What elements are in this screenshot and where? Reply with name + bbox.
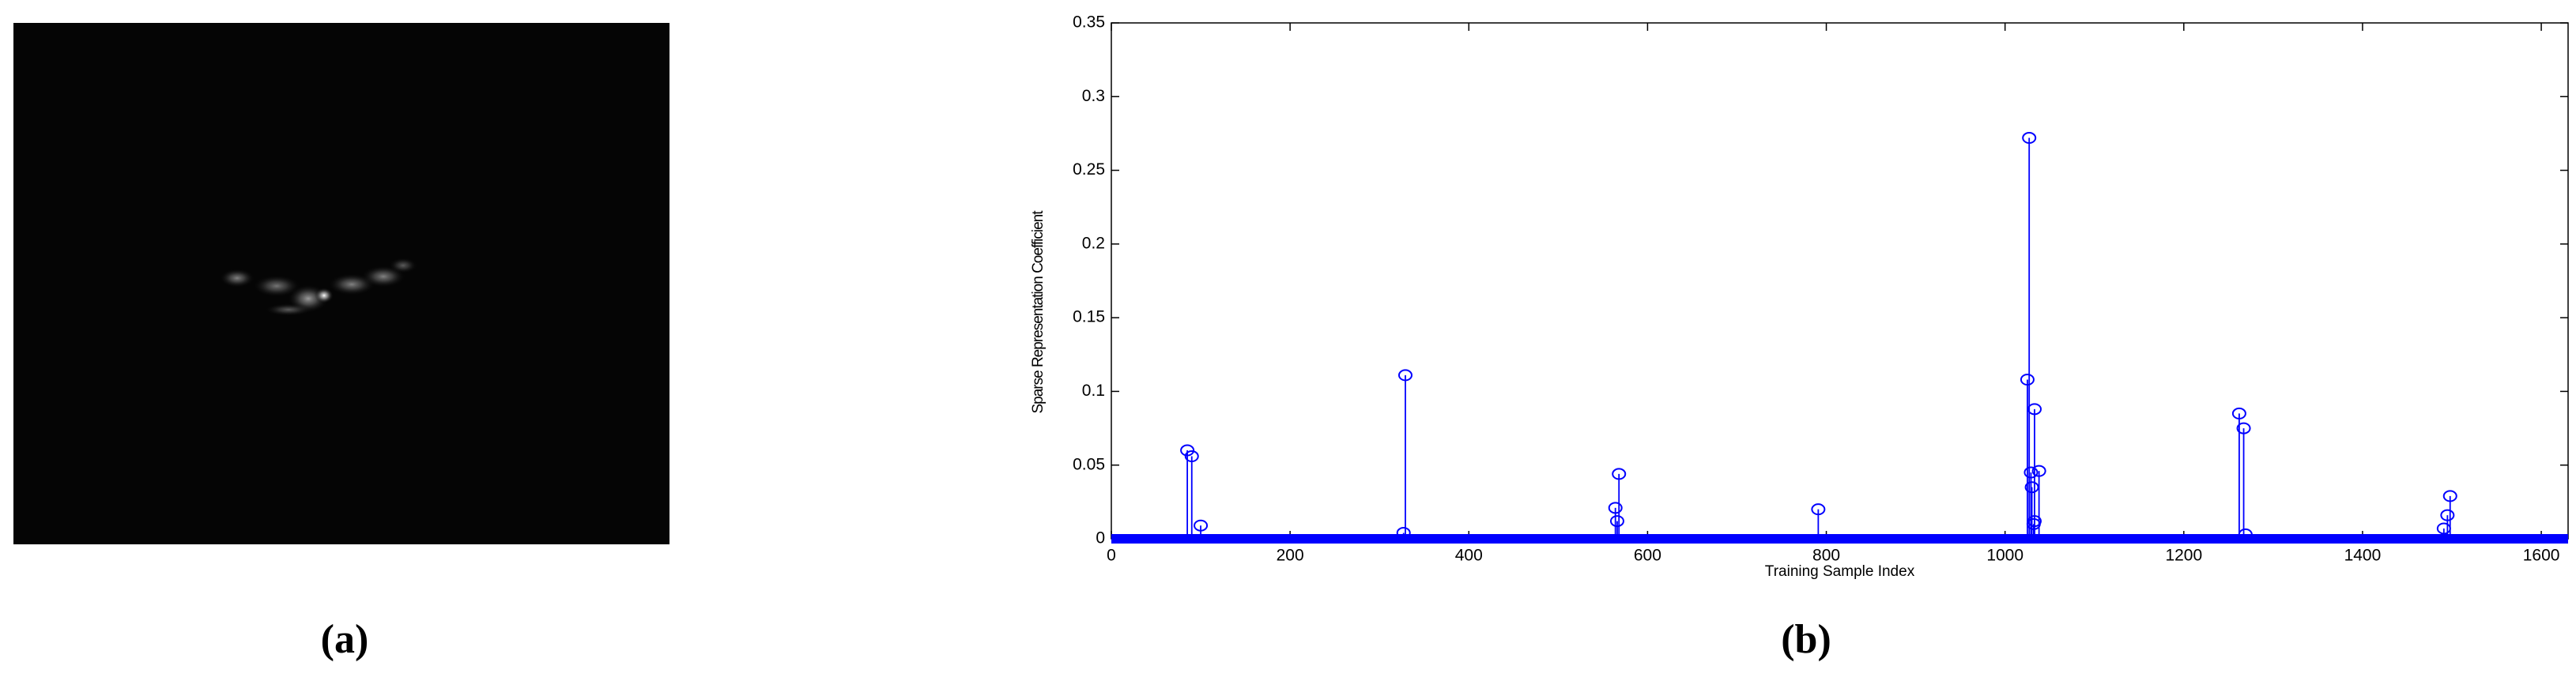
y-tick-label: 0.15	[1073, 308, 1105, 326]
image-blob	[253, 275, 300, 297]
y-tick-label: 0.35	[1073, 13, 1105, 32]
x-tick-label: 1200	[2165, 547, 2202, 565]
plot-frame	[1111, 22, 2569, 540]
stem-marker	[1612, 468, 1627, 480]
panel-label: (b)	[1781, 617, 1831, 662]
x-tick-label: 1600	[2523, 547, 2560, 565]
stem-marker	[2023, 466, 2039, 479]
y-tick-label: 0	[1096, 529, 1105, 547]
stem-marker	[2236, 422, 2251, 435]
x-tick-label: 1400	[2344, 547, 2382, 565]
y-tick-label: 0.05	[1073, 455, 1105, 473]
image-blob	[389, 258, 417, 273]
y-tick-label: 0.2	[1082, 234, 1105, 252]
stem-marker	[1396, 527, 1411, 540]
x-tick-label: 600	[1634, 547, 1661, 565]
stem-marker	[2022, 132, 2037, 145]
y-axis-label: Sparse Representation Coefficient	[1030, 210, 1047, 414]
image-blob	[220, 269, 255, 288]
stem-marker	[1180, 444, 1195, 457]
stem-marker	[1608, 502, 1623, 514]
image-blob	[315, 288, 334, 303]
stem-marker	[2027, 403, 2042, 416]
stem-marker	[2024, 481, 2039, 494]
x-axis-label: Training Sample Index	[1765, 563, 1915, 580]
panel-label: (a)	[321, 617, 369, 662]
x-tick-label: 800	[1812, 547, 1840, 565]
x-tick-label: 1000	[1986, 547, 2023, 565]
stem-marker	[2440, 509, 2455, 521]
x-tick-label: 400	[1455, 547, 1483, 565]
x-tick-label: 200	[1277, 547, 1304, 565]
y-tick-label: 0.3	[1082, 87, 1105, 105]
image-blob	[265, 303, 312, 316]
x-tick-label: 0	[1107, 547, 1116, 565]
stem-marker	[1194, 519, 1209, 532]
image-panel	[13, 23, 669, 544]
y-tick-label: 0.1	[1082, 382, 1105, 400]
stem-marker	[1609, 515, 1624, 528]
stem-marker	[1184, 450, 1199, 463]
stem-marker	[2031, 465, 2046, 477]
stem-marker	[2027, 515, 2042, 528]
stem-marker	[2231, 407, 2246, 420]
stem-marker	[2442, 490, 2457, 502]
stem-marker	[1397, 369, 1412, 382]
stem-marker	[2020, 374, 2035, 386]
stem-marker	[1811, 503, 1826, 516]
y-tick-label: 0.25	[1073, 160, 1105, 179]
stem-marker	[2238, 528, 2253, 540]
